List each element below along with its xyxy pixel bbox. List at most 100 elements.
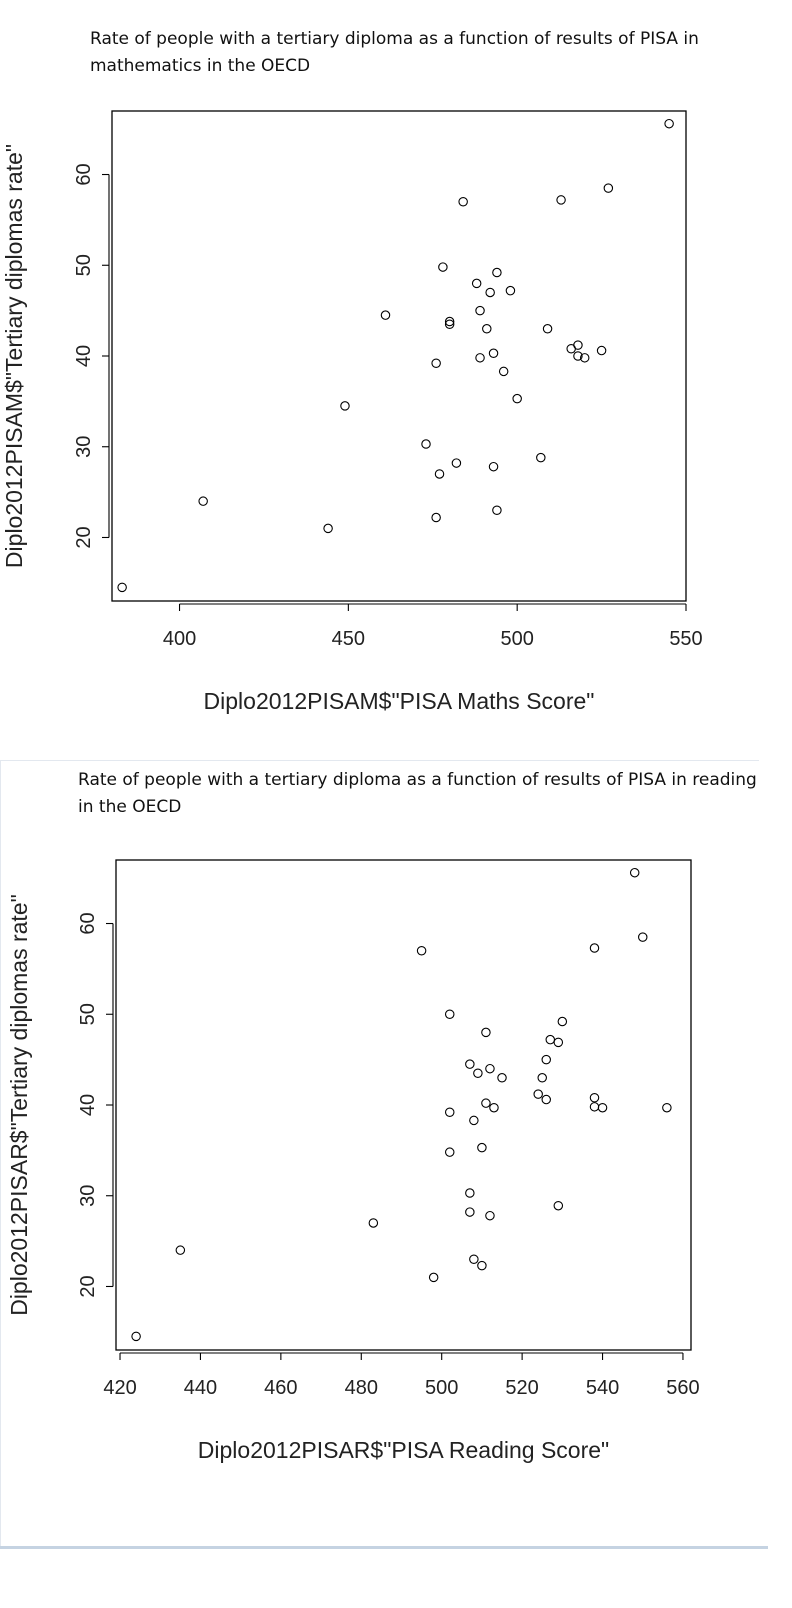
data-point (465, 1188, 475, 1198)
data-point (198, 496, 208, 506)
data-point (512, 393, 522, 404)
data-point (556, 195, 566, 205)
data-point (488, 461, 499, 472)
data-point (434, 469, 445, 479)
math-chart-panel: Rate of people with a tertiary diploma a… (0, 0, 792, 760)
data-point (629, 867, 640, 878)
data-point (505, 285, 516, 296)
x-axis-title: Diplo2012PISAR$"PISA Reading Score" (198, 1437, 609, 1463)
x-tick-label: 460 (264, 1377, 297, 1399)
data-point (340, 401, 350, 411)
data-point (596, 345, 607, 356)
data-point (481, 1098, 491, 1108)
data-point (475, 353, 485, 363)
data-point (579, 353, 590, 363)
data-point (492, 267, 502, 278)
y-tick-label: 60 (73, 163, 95, 185)
data-point (589, 943, 600, 953)
x-tick-label: 540 (586, 1377, 619, 1399)
data-point (471, 278, 482, 289)
data-point (475, 305, 485, 316)
data-point (573, 351, 583, 361)
data-point (416, 945, 427, 956)
data-point (542, 324, 553, 334)
data-point (492, 505, 502, 516)
data-point (662, 1102, 672, 1113)
reading-chart-panel: Rate of people with a tertiary diploma a… (0, 760, 759, 1547)
data-point (131, 1331, 141, 1342)
data-point (428, 1272, 439, 1283)
data-point (469, 1115, 479, 1126)
y-tick-label: 20 (77, 1275, 99, 1297)
x-tick-label: 520 (505, 1377, 538, 1399)
data-point (444, 316, 455, 327)
data-point (485, 287, 495, 298)
data-point (465, 1207, 475, 1217)
x-tick-label: 400 (163, 628, 196, 650)
data-point (488, 348, 499, 359)
data-point (637, 932, 648, 942)
data-point (444, 1147, 455, 1157)
data-point (444, 1009, 455, 1020)
x-tick-label: 500 (425, 1377, 458, 1399)
data-point (368, 1218, 379, 1228)
data-point (175, 1245, 186, 1255)
data-point (431, 358, 441, 369)
math-scatter-plot: 400 450 500 550 20 30 40 50 60 Diplo2012PISAM$"PI… (1, 110, 703, 714)
data-point (541, 1094, 551, 1105)
chart-title: Rate of people with a tertiary diploma a… (78, 770, 757, 817)
plot-frame (115, 859, 692, 1351)
data-point (664, 118, 674, 129)
data-point (589, 1092, 600, 1103)
data-point (537, 1073, 547, 1083)
y-tick-label: 60 (77, 912, 99, 934)
data-point (533, 1089, 543, 1099)
data-point (485, 1210, 495, 1221)
x-tick-label: 500 (500, 628, 533, 650)
data-point (536, 452, 546, 463)
data-point (573, 340, 583, 350)
data-point (473, 1068, 483, 1078)
data-point (117, 582, 127, 593)
data-point (323, 523, 333, 534)
data-point (444, 319, 455, 329)
x-tick-label: 440 (184, 1377, 217, 1399)
x-tick-label: 550 (669, 628, 702, 650)
data-point (481, 1027, 491, 1038)
y-tick-label: 40 (77, 1094, 99, 1116)
x-tick-label: 480 (345, 1377, 378, 1399)
chart-title: Rate of people with a tertiary diploma a… (90, 29, 699, 76)
x-axis-title: Diplo2012PISAM$"PISA Maths Score" (204, 688, 595, 714)
data-point (421, 439, 431, 449)
y-tick-label: 50 (77, 1003, 99, 1025)
data-point (458, 196, 468, 207)
data-point (485, 1063, 495, 1074)
y-axis-title: Diplo2012PISAR$"Tertiary diplomas rate" (6, 894, 32, 1316)
data-point (465, 1059, 475, 1069)
data-point (541, 1054, 551, 1065)
x-tick-label: 420 (103, 1377, 136, 1399)
data-point (497, 1073, 507, 1083)
data-point (545, 1034, 556, 1045)
data-point (477, 1142, 487, 1153)
data-point (451, 458, 462, 468)
data-point (557, 1016, 568, 1027)
data-point (498, 366, 509, 377)
data-point (444, 1107, 455, 1118)
x-tick-label: 560 (666, 1377, 699, 1399)
bottom-divider (0, 1546, 768, 1549)
y-axis-title: Diplo2012PISAM$"Tertiary diplomas rate" (1, 144, 27, 568)
data-point (469, 1254, 479, 1265)
data-point (438, 262, 448, 272)
x-tick-label: 450 (332, 628, 365, 650)
data-point (489, 1102, 499, 1113)
data-point (380, 310, 391, 320)
y-tick-label: 30 (77, 1185, 99, 1207)
y-tick-label: 30 (73, 436, 95, 458)
data-point (553, 1037, 564, 1048)
y-tick-label: 20 (73, 526, 95, 548)
data-point (482, 324, 492, 334)
y-tick-label: 40 (73, 345, 95, 367)
data-point (477, 1260, 487, 1271)
data-point (431, 512, 441, 523)
